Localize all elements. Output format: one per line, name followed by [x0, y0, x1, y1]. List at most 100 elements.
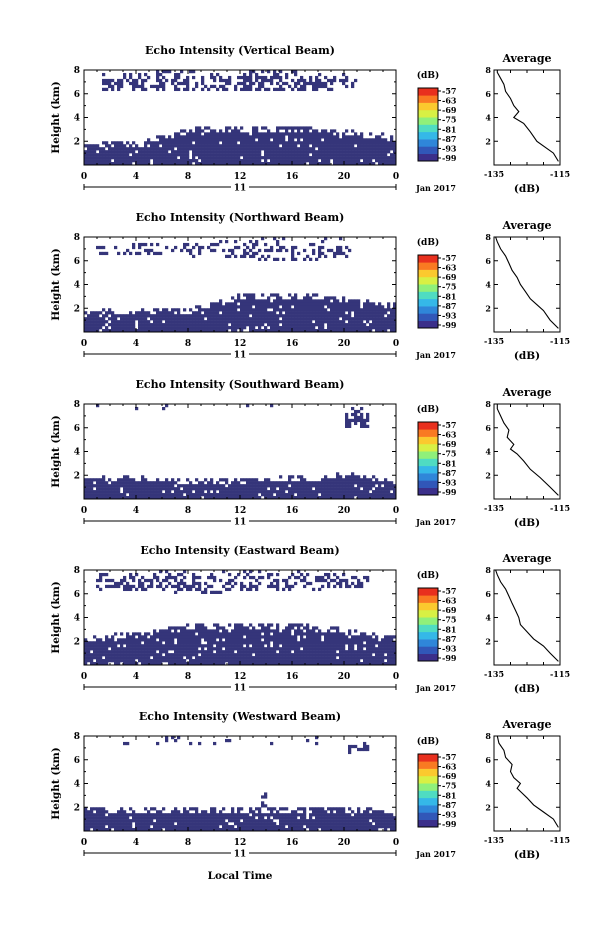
echo-cell — [369, 150, 373, 154]
echo-cell — [375, 487, 379, 491]
echo-cell — [384, 150, 388, 154]
echo-cell — [192, 159, 196, 163]
echo-cell — [159, 629, 163, 633]
echo-cell — [237, 162, 241, 166]
echo-cell — [195, 126, 199, 130]
echo-cell — [84, 478, 88, 482]
echo-cell — [135, 329, 139, 333]
echo-cell — [246, 314, 250, 318]
echo-cell — [309, 305, 313, 309]
colorbar-segment — [418, 624, 438, 633]
echo-cell — [264, 484, 268, 488]
echo-cell — [84, 311, 88, 315]
echo-cell — [222, 653, 226, 657]
echo-cell — [342, 493, 346, 497]
echo-cell — [135, 632, 139, 636]
echo-cell — [249, 138, 253, 142]
average-x-tick-label: -115 — [550, 336, 570, 346]
echo-cell — [96, 487, 100, 491]
echo-cell — [255, 629, 259, 633]
echo-cell — [213, 632, 217, 636]
echo-cell — [147, 584, 151, 589]
echo-cell — [243, 248, 247, 253]
echo-cell — [108, 825, 112, 829]
echo-cell — [318, 635, 322, 639]
average-y-tick-label: 2 — [485, 303, 491, 313]
echo-cell — [327, 653, 331, 657]
echo-cell — [210, 644, 214, 648]
echo-cell — [315, 156, 319, 160]
echo-cell — [366, 326, 370, 330]
echo-cell — [372, 144, 376, 148]
echo-cell — [183, 581, 187, 586]
colorbar-tick-label: -93 — [442, 643, 457, 653]
echo-cell — [231, 641, 235, 645]
echo-cell — [237, 493, 241, 497]
echo-cell — [345, 138, 349, 142]
echo-cell — [381, 638, 385, 642]
echo-cell — [228, 650, 232, 654]
echo-cell — [195, 650, 199, 654]
echo-cell — [333, 487, 337, 491]
echo-cell — [240, 629, 244, 633]
echo-cell — [261, 237, 265, 241]
echo-cell — [102, 572, 106, 577]
echo-cell — [162, 75, 166, 80]
echo-cell — [108, 641, 112, 645]
echo-cell — [387, 481, 391, 485]
echo-cell — [168, 490, 172, 494]
echo-cell — [174, 141, 178, 145]
echo-cell — [279, 296, 283, 300]
echo-cell — [285, 311, 289, 315]
echo-cell — [99, 662, 103, 666]
echo-cell — [264, 311, 268, 315]
echo-cell — [270, 293, 274, 297]
echo-cell — [261, 653, 265, 657]
echo-cell — [171, 632, 175, 636]
echo-cell — [162, 70, 166, 74]
echo-cell — [159, 490, 163, 494]
echo-cell — [327, 296, 331, 300]
echo-cell — [228, 656, 232, 660]
echo-cell — [309, 126, 313, 130]
echo-cell — [306, 132, 310, 136]
echo-cell — [279, 653, 283, 657]
echo-cell — [255, 159, 259, 163]
echo-cell — [120, 653, 124, 657]
echo-cell — [234, 141, 238, 145]
echo-cell — [276, 326, 280, 330]
echo-cell — [312, 632, 316, 636]
echo-cell — [276, 572, 280, 577]
echo-cell — [375, 490, 379, 494]
echo-cell — [156, 150, 160, 154]
echo-cell — [375, 481, 379, 485]
echo-cell — [330, 632, 334, 636]
echo-cell — [267, 147, 271, 151]
echo-cell — [174, 578, 178, 583]
echo-cell — [378, 141, 382, 145]
echo-cell — [333, 326, 337, 330]
echo-cell — [294, 299, 298, 303]
echo-cell — [126, 647, 130, 651]
echo-cell — [297, 644, 301, 648]
echo-cell — [201, 87, 205, 92]
echo-cell — [114, 141, 118, 145]
echo-cell — [204, 626, 208, 630]
echo-cell — [354, 141, 358, 145]
echo-cell — [177, 587, 181, 592]
echo-cell — [285, 314, 289, 318]
echo-cell — [291, 78, 295, 83]
echo-cell — [102, 156, 106, 160]
echo-cell — [333, 296, 337, 300]
echo-cell — [183, 78, 187, 83]
average-x-tick-label: -115 — [550, 503, 570, 513]
echo-cell — [372, 490, 376, 494]
echo-cell — [219, 75, 223, 80]
echo-cell — [273, 490, 277, 494]
echo-cell — [381, 317, 385, 321]
echo-cell — [168, 647, 172, 651]
echo-cell — [225, 132, 229, 136]
echo-cell — [234, 311, 238, 315]
echo-cell — [132, 496, 136, 500]
echo-cell — [312, 138, 316, 142]
